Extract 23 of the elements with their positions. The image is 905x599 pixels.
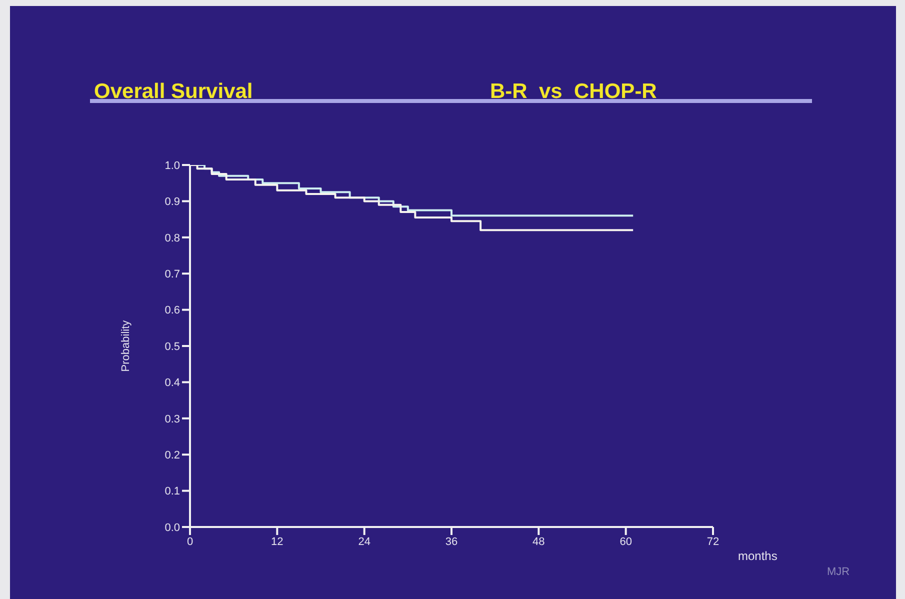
y-tick-label: 0.0 <box>164 522 180 534</box>
y-tick-label: 0.2 <box>164 450 180 462</box>
y-tick-label: 0.9 <box>164 196 180 208</box>
x-tick-label: 48 <box>532 536 545 548</box>
y-tick-label: 0.5 <box>164 340 180 353</box>
x-axis-title: months <box>738 549 778 563</box>
y-tick-label: 0.1 <box>164 486 180 498</box>
x-tick-label: 0 <box>186 536 194 548</box>
y-tick-label: 0.6 <box>164 304 180 317</box>
x-tick-label: 60 <box>620 536 632 548</box>
y-tick-label: 0.4 <box>164 377 180 390</box>
y-tick-label: 0.3 <box>164 413 180 426</box>
chart-subtitle: B-R vs CHOP-R <box>490 80 657 104</box>
text: MJR <box>827 566 850 578</box>
y-tick-label: 0.8 <box>164 232 180 244</box>
y-axis-title: Probability <box>120 320 132 372</box>
x-tick-label: 36 <box>445 536 458 548</box>
x-tick-label: 24 <box>358 536 370 548</box>
chart-title: Overall Survival <box>94 80 253 104</box>
x-tick-label: 72 <box>706 536 720 548</box>
x-tick-label: 12 <box>271 536 284 548</box>
y-tick-label: 0.7 <box>164 268 180 281</box>
y-tick-label: 1.0 <box>164 160 180 172</box>
